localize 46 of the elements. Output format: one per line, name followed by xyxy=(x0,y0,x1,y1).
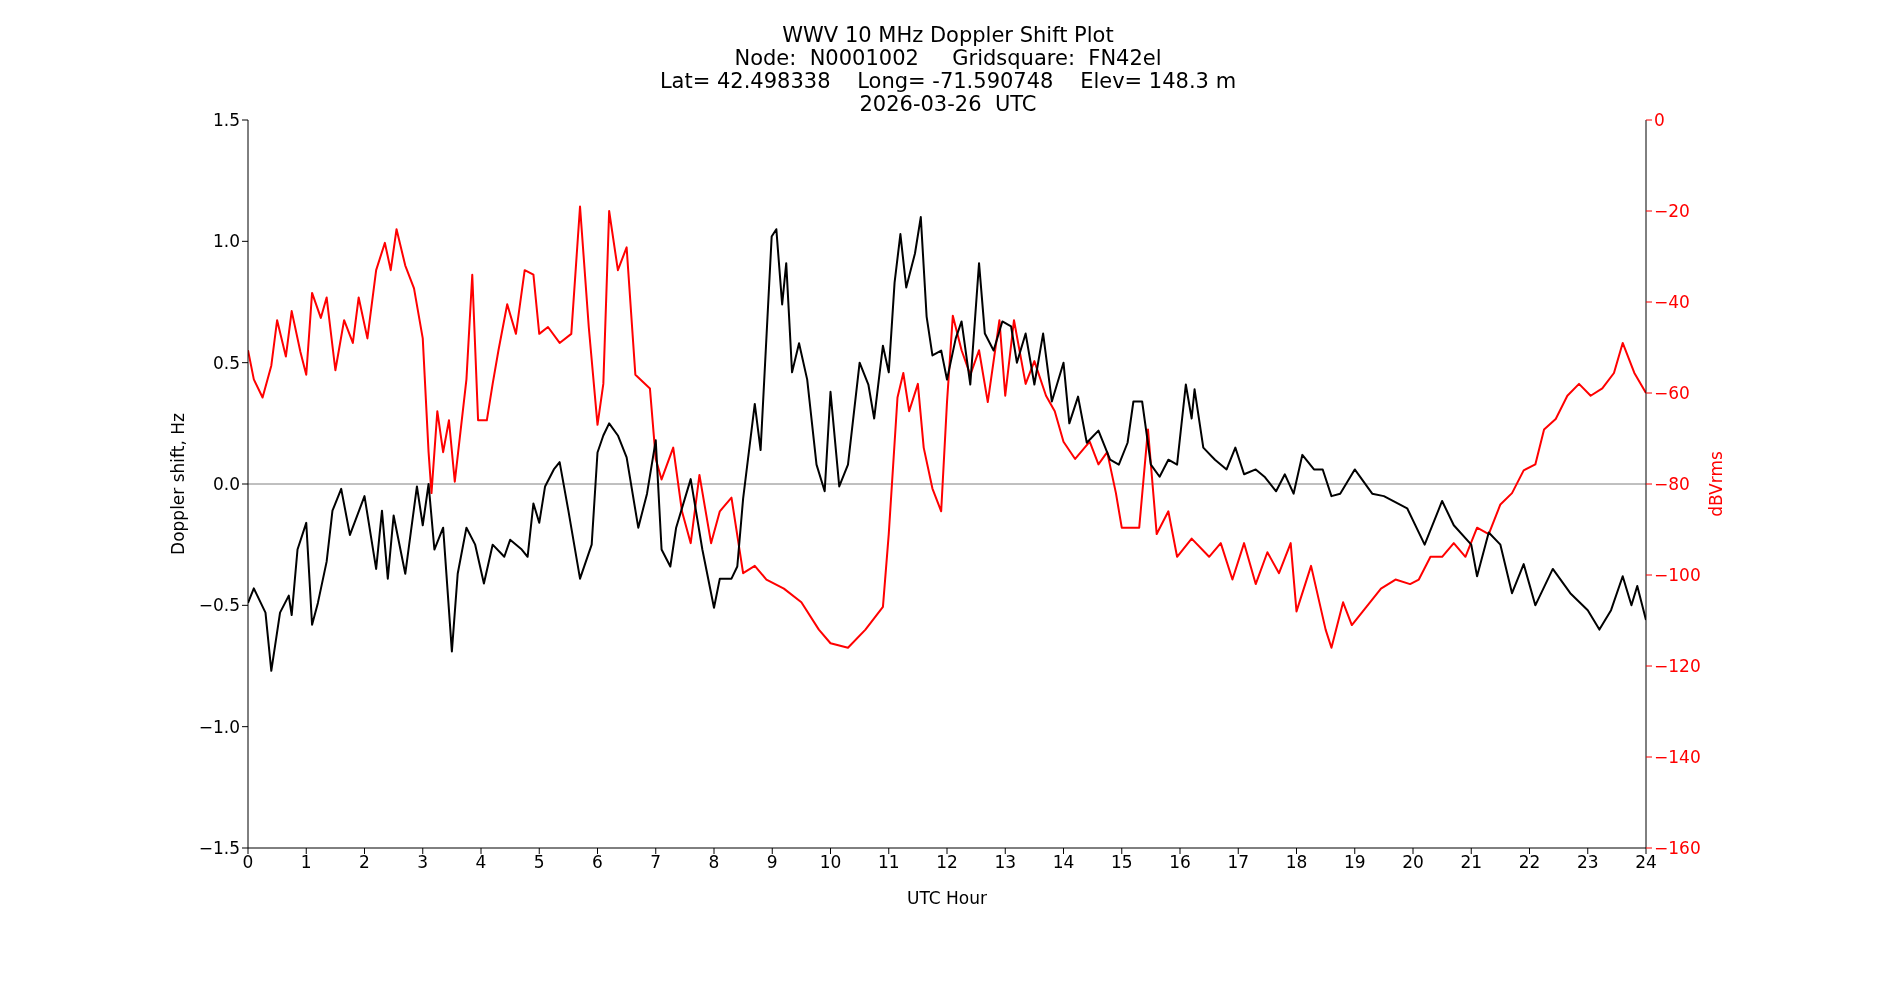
y2-tick-label: −100 xyxy=(1654,565,1701,586)
y-tick-label: 0.0 xyxy=(212,474,240,495)
x-tick-label: 16 xyxy=(1169,852,1191,873)
x-tick-label: 5 xyxy=(533,852,545,873)
chart-title: WWV 10 MHz Doppler Shift Plot xyxy=(781,23,1115,47)
x-tick-label: 2 xyxy=(359,852,370,873)
x-tick-label: 18 xyxy=(1285,852,1308,873)
x-tick-label: 15 xyxy=(1110,852,1133,873)
x-tick-label: 1 xyxy=(300,852,312,873)
y-tick-label: −1.0 xyxy=(198,716,240,737)
x-tick-label: 13 xyxy=(994,852,1017,873)
y2-tick-label: 0 xyxy=(1654,110,1665,131)
x-tick-label: 4 xyxy=(475,852,487,873)
y2-tick-label: −120 xyxy=(1654,656,1701,677)
x-tick-label: 7 xyxy=(650,852,662,873)
x-tick-label: 12 xyxy=(936,852,958,873)
x-tick-label: 23 xyxy=(1576,852,1599,873)
x-tick-label: 21 xyxy=(1460,852,1483,873)
y2-tick-label: −40 xyxy=(1654,292,1690,313)
x-tick-label: 3 xyxy=(417,852,429,873)
y-tick-label: 1.5 xyxy=(212,110,240,131)
y-tick-label: 0.5 xyxy=(212,352,240,373)
y-axis-title: Doppler shift, Hz xyxy=(168,412,189,555)
x-tick-label: 9 xyxy=(766,852,778,873)
x-tick-label: 20 xyxy=(1402,852,1424,873)
x-tick-label: 11 xyxy=(877,852,900,873)
y2-tick-label: −80 xyxy=(1654,474,1690,495)
y2-tick-label: −160 xyxy=(1654,838,1701,859)
y2-axis-title: dBVrms xyxy=(1706,451,1727,517)
x-tick-label: 19 xyxy=(1343,852,1366,873)
y2-tick-label: −20 xyxy=(1654,201,1690,222)
x-tick-label: 8 xyxy=(708,852,720,873)
x-tick-label: 17 xyxy=(1227,852,1250,873)
x-tick-label: 10 xyxy=(819,852,842,873)
y2-tick-label: −60 xyxy=(1654,383,1690,404)
x-axis-title: UTC Hour xyxy=(906,888,988,908)
x-tick-label: 14 xyxy=(1052,852,1075,873)
x-tick-label: 22 xyxy=(1518,852,1541,873)
x-tick-label: 6 xyxy=(592,852,603,873)
y-tick-label: −1.5 xyxy=(198,838,240,859)
y-tick-label: −0.5 xyxy=(198,595,240,616)
x-tick-label: 24 xyxy=(1635,852,1657,873)
y-tick-label: 1.0 xyxy=(212,231,240,252)
chart-subtitle: Node: N0001002 Gridsquare: FN42el Lat= 42.498338 Long= -71.590748 Elev= 148.3 m 2026-03-26 UTC xyxy=(658,46,1238,116)
x-tick-label: 0 xyxy=(242,852,254,873)
y2-tick-label: −140 xyxy=(1654,747,1701,768)
